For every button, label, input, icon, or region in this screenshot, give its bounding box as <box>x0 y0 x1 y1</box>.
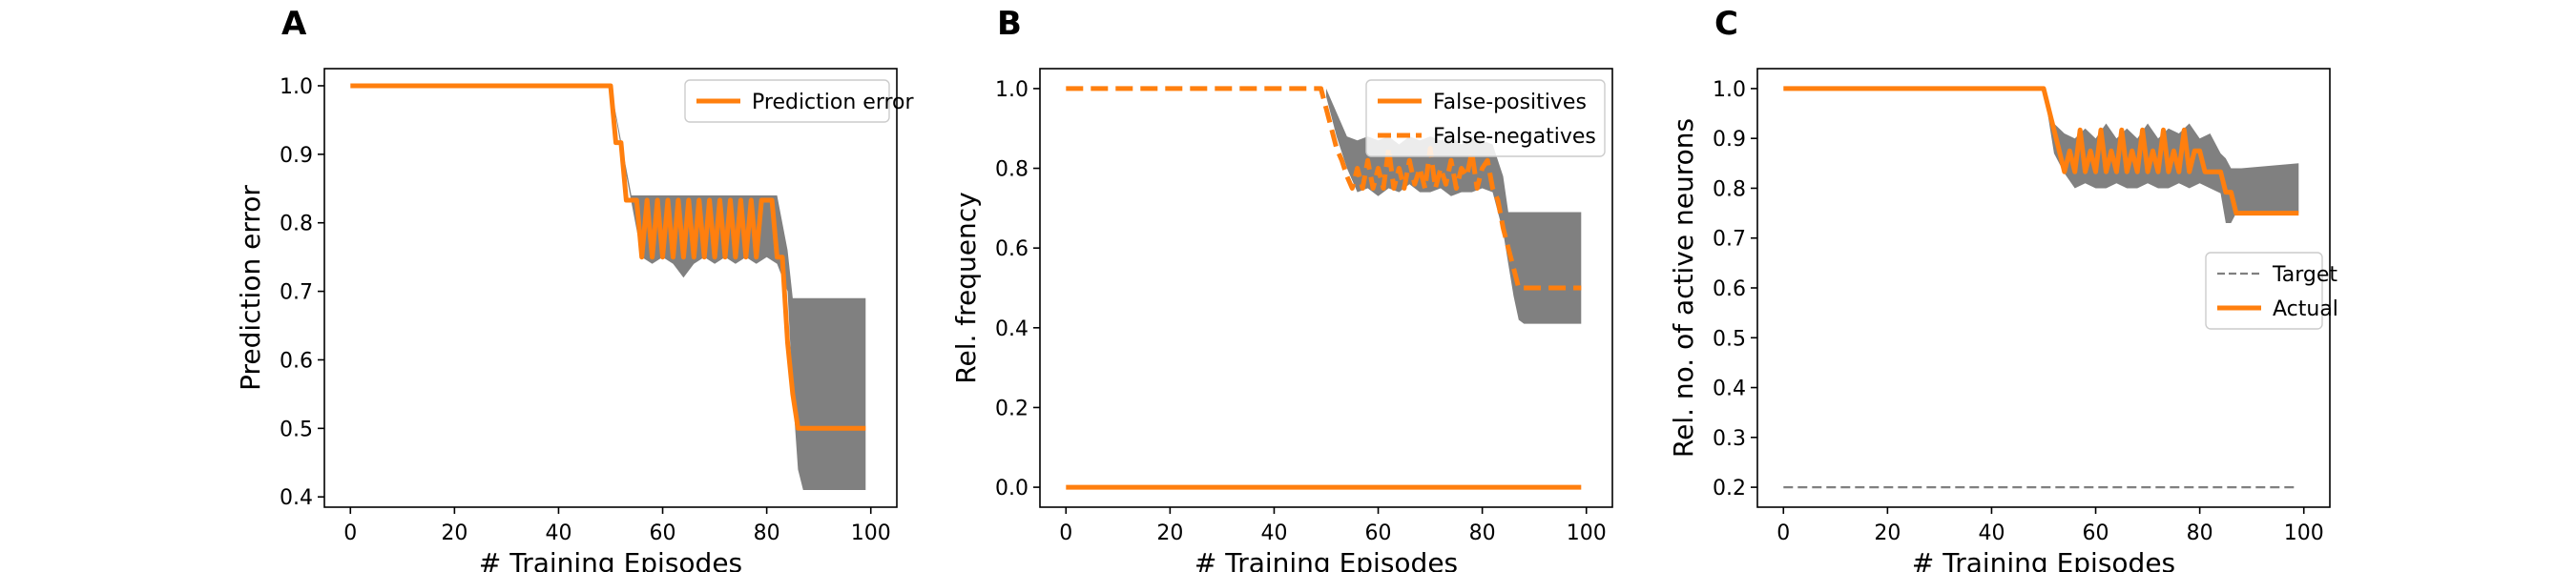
ytick-label-a-5: 0.9 <box>280 144 313 168</box>
xlabel-c: # Training Episodes <box>1912 547 2175 572</box>
ylabel-b: Rel. frequency <box>950 192 982 383</box>
legend-label-a-0: Prediction error <box>752 91 914 114</box>
xtick-label-b-1: 20 <box>1156 521 1183 545</box>
ytick-label-c-8: 1.0 <box>1713 78 1746 102</box>
series-line-a-0 <box>350 83 866 431</box>
xtick-label-c-3: 60 <box>2083 521 2109 545</box>
xlabel-a: # Training Episodes <box>479 547 742 572</box>
legend-b: False-positives False-negatives <box>1365 79 1606 157</box>
ytick-label-c-7: 0.9 <box>1713 128 1746 152</box>
axes-frame-b <box>1039 68 1613 508</box>
xtick-label-b-3: 60 <box>1365 521 1392 545</box>
ytick-label-b-1: 0.2 <box>995 397 1028 420</box>
legend-c: Target Actual <box>2205 252 2338 330</box>
ytick-label-a-1: 0.5 <box>280 418 313 441</box>
xtick-label-a-1: 20 <box>441 521 467 545</box>
ytick-label-b-4: 0.8 <box>995 158 1028 182</box>
uncertainty-band-a <box>611 86 866 490</box>
ytick-label-b-2: 0.4 <box>995 317 1028 341</box>
xtick-label-a-0: 0 <box>343 521 357 545</box>
legend-box-a <box>684 79 890 123</box>
ytick-label-c-1: 0.3 <box>1713 427 1746 451</box>
xtick-label-c-1: 20 <box>1874 521 1901 545</box>
legend-label-b-0: False-positives <box>1433 91 1587 114</box>
xtick-label-c-0: 0 <box>1776 521 1790 545</box>
ytick-label-b-5: 1.0 <box>995 78 1028 102</box>
ytick-label-c-2: 0.4 <box>1713 378 1746 401</box>
xtick-label-c-4: 80 <box>2187 521 2213 545</box>
panel-a: A Prediction error # Training Episodes P… <box>235 5 914 572</box>
series-line-c-1 <box>1783 86 2299 216</box>
xlabel-b: # Training Episodes <box>1195 547 1458 572</box>
panel-letter-b: B <box>997 5 1022 43</box>
xtick-label-a-4: 80 <box>754 521 780 545</box>
panel-c: C Rel. no. of active neurons # Training … <box>1668 5 2338 572</box>
ytick-label-b-3: 0.6 <box>995 237 1028 261</box>
ytick-label-c-6: 0.8 <box>1713 177 1746 201</box>
ytick-label-a-3: 0.7 <box>280 281 313 305</box>
panel-letter-c: C <box>1714 5 1738 43</box>
series-line-b-1 <box>1066 86 1582 291</box>
legend-box-b <box>1365 79 1606 157</box>
legend-label-c-0: Target <box>2272 263 2337 287</box>
xtick-label-c-2: 40 <box>1978 521 2005 545</box>
xtick-label-a-3: 60 <box>650 521 676 545</box>
xtick-label-b-4: 80 <box>1469 521 1496 545</box>
ylabel-c: Rel. no. of active neurons <box>1668 118 1699 458</box>
legend-label-c-1: Actual <box>2273 297 2338 321</box>
xtick-label-b-0: 0 <box>1059 521 1072 545</box>
legend-a: Prediction error <box>684 79 914 123</box>
ytick-label-a-2: 0.6 <box>280 349 313 373</box>
ytick-label-c-0: 0.2 <box>1713 477 1746 500</box>
ytick-label-c-4: 0.6 <box>1713 277 1746 301</box>
ytick-label-b-0: 0.0 <box>995 477 1028 500</box>
xtick-label-c-5: 100 <box>2284 521 2324 545</box>
xtick-label-a-2: 40 <box>545 521 571 545</box>
legend-label-b-1: False-negatives <box>1433 125 1596 149</box>
ytick-label-a-0: 0.4 <box>280 486 313 510</box>
axes-frame-a <box>323 68 898 508</box>
ytick-label-c-5: 0.7 <box>1713 228 1746 252</box>
xtick-label-b-2: 40 <box>1260 521 1287 545</box>
xtick-label-b-5: 100 <box>1567 521 1607 545</box>
panel-letter-a: A <box>281 5 307 43</box>
xtick-label-a-5: 100 <box>851 521 891 545</box>
panel-b: B Rel. frequency # Training Episodes Fal… <box>950 5 1613 572</box>
ylabel-a: Prediction error <box>235 185 266 391</box>
ytick-label-a-4: 0.8 <box>280 213 313 236</box>
ytick-label-a-6: 1.0 <box>280 75 313 99</box>
ytick-label-c-3: 0.5 <box>1713 327 1746 351</box>
